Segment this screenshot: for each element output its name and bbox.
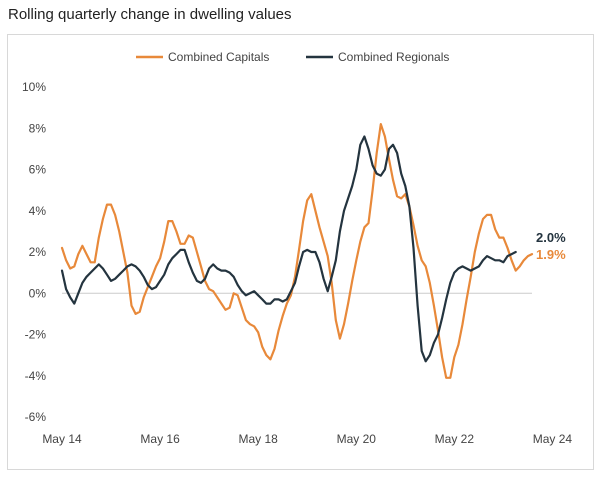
- x-tick-label: May 18: [238, 432, 278, 446]
- series-line-capitals: [60, 123, 534, 379]
- legend-label-capitals: Combined Capitals: [168, 50, 269, 64]
- legend-label-regionals: Combined Regionals: [338, 50, 449, 64]
- x-tick-label: May 24: [533, 432, 573, 446]
- x-tick-label: May 16: [140, 432, 180, 446]
- y-tick-label: 4%: [29, 204, 47, 218]
- y-tick-label: 2%: [29, 245, 47, 259]
- x-tick-label: May 22: [435, 432, 475, 446]
- y-axis: -6% -4% -2% 0% 2% 4% 6% 8% 10%: [22, 80, 46, 424]
- page-title: Rolling quarterly change in dwelling val…: [8, 6, 292, 23]
- y-tick-label: 0%: [29, 286, 47, 300]
- chart-frame: [7, 34, 594, 470]
- y-tick-label: 8%: [29, 121, 47, 135]
- x-tick-label: May 20: [337, 432, 377, 446]
- series-line-regionals: [60, 135, 517, 363]
- legend: Combined Capitals Combined Regionals: [136, 50, 449, 64]
- y-tick-label: 6%: [29, 163, 47, 177]
- x-tick-label: May 14: [42, 432, 82, 446]
- end-label-regionals: 2.0%: [536, 230, 566, 245]
- y-tick-label: -6%: [25, 410, 47, 424]
- x-axis: May 14 May 16 May 18 May 20 May 22 May 24: [42, 432, 572, 446]
- end-label-capitals: 1.9%: [536, 247, 566, 262]
- y-tick-label: -2%: [25, 328, 47, 342]
- y-tick-label: 10%: [22, 80, 46, 94]
- plot-area: 1.9% 2.0%: [60, 123, 566, 379]
- y-tick-label: -4%: [25, 369, 47, 383]
